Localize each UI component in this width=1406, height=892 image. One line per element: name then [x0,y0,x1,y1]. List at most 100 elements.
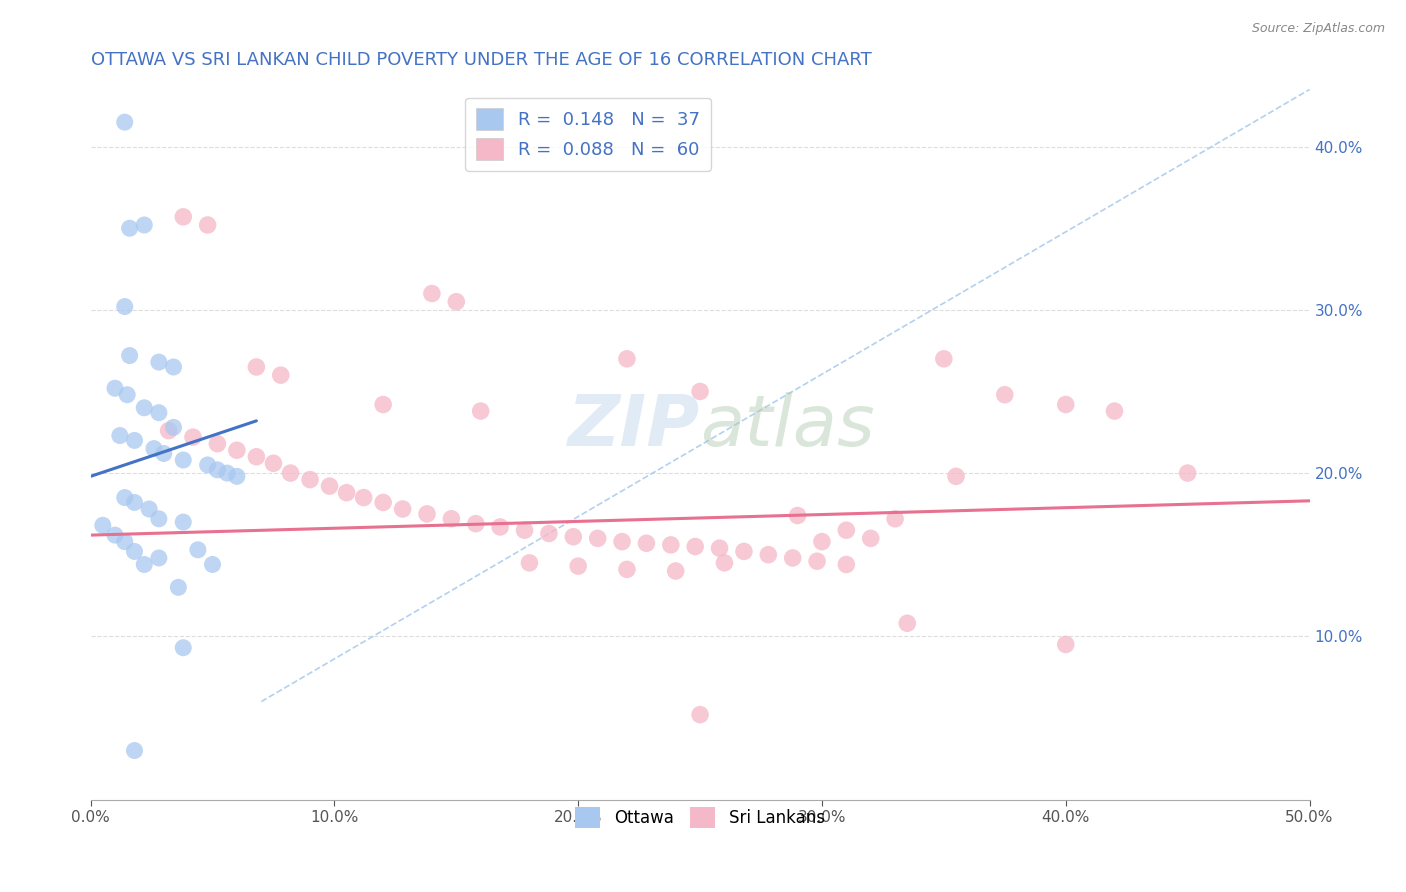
Point [896,616,918,631]
Point [197,218,219,232]
Point [280,466,302,480]
Point [207,436,229,450]
Point [134,401,156,415]
Point [197,458,219,472]
Point [134,558,156,572]
Point [562,530,585,544]
Point [782,551,804,566]
Point [835,523,858,537]
Point [152,446,174,460]
Point [172,453,194,467]
Point [114,300,136,314]
Point [270,368,292,383]
Legend: Ottawa, Sri Lankans: Ottawa, Sri Lankans [569,801,831,834]
Point [932,351,955,366]
Point [115,388,138,402]
Point [420,286,443,301]
Point [567,559,589,574]
Point [811,534,834,549]
Point [225,469,247,483]
Point [659,538,682,552]
Text: Source: ZipAtlas.com: Source: ZipAtlas.com [1251,22,1385,36]
Point [373,495,395,509]
Point [616,351,638,366]
Point [172,210,194,224]
Text: ZIP: ZIP [568,392,700,460]
Text: OTTAWA VS SRI LANKAN CHILD POVERTY UNDER THE AGE OF 16 CORRELATION CHART: OTTAWA VS SRI LANKAN CHILD POVERTY UNDER… [90,51,872,69]
Point [835,558,858,572]
Point [859,532,882,546]
Point [118,221,141,235]
Point [207,463,229,477]
Point [114,491,136,505]
Point [416,507,439,521]
Point [884,512,907,526]
Point [616,562,638,576]
Point [104,381,127,395]
Point [167,580,190,594]
Point [217,466,239,480]
Point [806,554,828,568]
Point [172,515,194,529]
Point [298,473,321,487]
Point [440,512,463,526]
Point [713,556,735,570]
Point [756,548,779,562]
Point [537,526,560,541]
Point [201,558,224,572]
Point [391,502,413,516]
Point [124,434,146,448]
Point [114,115,136,129]
Point [733,544,755,558]
Point [104,528,127,542]
Point [464,516,486,531]
Point [108,428,131,442]
Point [786,508,808,523]
Point [124,743,146,757]
Point [586,532,609,546]
Point [162,359,184,374]
Point [709,541,731,556]
Point [181,430,204,444]
Point [336,485,359,500]
Point [91,518,114,533]
Point [124,495,146,509]
Point [172,640,194,655]
Point [636,536,658,550]
Point [318,479,340,493]
Point [513,523,536,537]
Point [148,355,170,369]
Point [470,404,492,418]
Point [262,456,284,470]
Point [945,469,967,483]
Point [148,406,170,420]
Point [519,556,541,570]
Point [610,534,633,549]
Point [138,502,160,516]
Point [124,544,146,558]
Point [187,542,209,557]
Point [1177,466,1199,480]
Point [683,540,706,554]
Point [114,534,136,549]
Point [134,218,156,232]
Point [157,424,180,438]
Point [373,398,395,412]
Point [1104,404,1126,418]
Point [665,564,688,578]
Point [353,491,375,505]
Point [994,388,1017,402]
Point [118,349,141,363]
Point [689,384,711,399]
Point [1054,398,1077,412]
Point [148,512,170,526]
Point [143,442,166,456]
Point [689,707,711,722]
Point [225,443,247,458]
Point [489,520,512,534]
Point [162,420,184,434]
Point [148,551,170,566]
Point [245,359,267,374]
Text: atlas: atlas [700,392,875,460]
Point [446,294,468,309]
